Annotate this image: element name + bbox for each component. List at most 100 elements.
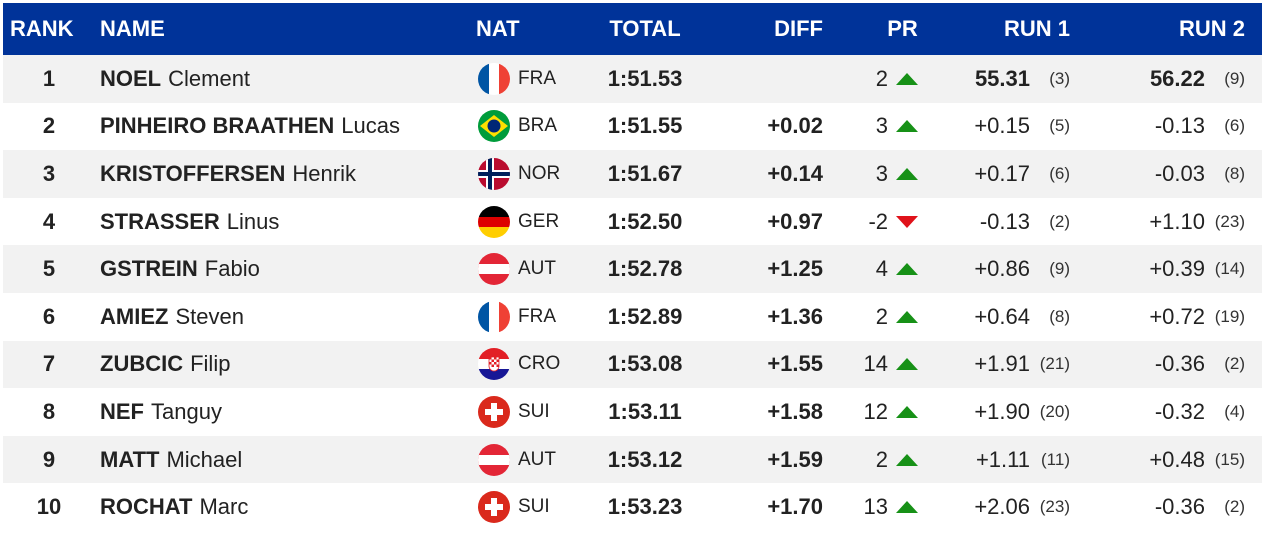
change-arrow	[896, 120, 918, 132]
surname: STRASSER	[100, 208, 220, 234]
rank-cell: 9	[42, 446, 56, 472]
position-change-cell: 12	[830, 399, 940, 425]
run1-time: +1.11	[975, 446, 1030, 472]
name-cell: GSTREIN Fabio	[95, 256, 470, 282]
time-diff: +0.02	[767, 113, 823, 139]
run1-rank: (8)	[1049, 306, 1070, 326]
result-row: 9 MATT Michael AUT 1:53.12 +1.59 2 +1.11 (11) +0.…	[3, 435, 1262, 484]
total-time: 1:53.11	[608, 398, 682, 424]
run1-cell: +0.17 (6)	[940, 161, 1080, 187]
run1-rank: (20)	[1039, 401, 1070, 421]
nation-cell: AUT	[470, 444, 575, 476]
run1-cell: +0.86 (9)	[940, 256, 1080, 282]
position-change: 2	[875, 446, 888, 472]
total-time: 1:51.55	[607, 113, 683, 139]
header-cell: TOTAL	[609, 16, 681, 41]
run2-cell: -0.13 (6)	[1080, 113, 1257, 139]
rank-cell: 6	[42, 303, 56, 329]
run1-rank: (6)	[1049, 163, 1070, 183]
firstname: Fabio	[204, 256, 260, 282]
firstname: Lucas	[341, 113, 400, 139]
change-arrow	[896, 73, 918, 85]
nation-cell: CRO	[470, 348, 575, 380]
header-row: RANK NAME NAT TOTAL DIFF PR RUN 1 RUN 2	[3, 3, 1262, 55]
position-change: 2	[875, 65, 888, 91]
firstname: Marc	[199, 494, 249, 520]
run2-cell: +0.39 (14)	[1080, 256, 1257, 282]
time-diff: +0.14	[767, 160, 823, 186]
results-table: RANK NAME NAT TOTAL DIFF PR RUN 1 RUN 2 …	[3, 3, 1262, 531]
run2-time: -0.03	[1154, 160, 1205, 186]
run1-cell: +0.15 (5)	[940, 113, 1080, 139]
run1-time: +1.91	[974, 351, 1030, 377]
nation-code: FRA	[518, 305, 556, 327]
position-change-cell: 13	[830, 494, 940, 520]
firstname: Clement	[168, 65, 251, 91]
nation-code: CRO	[518, 353, 561, 375]
surname: ROCHAT	[100, 494, 193, 520]
surname: PINHEIRO BRAATHEN	[100, 113, 335, 139]
run2-time: -0.13	[1154, 113, 1205, 139]
position-change: 13	[863, 494, 888, 520]
flag-icon	[478, 301, 510, 333]
firstname: Linus	[226, 208, 280, 234]
flag-icon	[478, 396, 510, 428]
surname: NOEL	[100, 65, 162, 91]
header-cell: NAME	[100, 16, 165, 41]
run1-rank: (9)	[1049, 259, 1070, 279]
firstname: Tanguy	[151, 398, 222, 424]
run2-cell: 56.22 (9)	[1080, 66, 1257, 92]
run1-cell: +1.91 (21)	[940, 351, 1080, 377]
change-arrow	[896, 501, 918, 513]
change-arrow	[896, 358, 918, 370]
name-cell: MATT Michael	[95, 447, 470, 473]
header-cell: RUN 1	[1003, 16, 1070, 41]
total-time: 1:53.23	[607, 494, 683, 520]
result-row: 5 GSTREIN Fabio AUT 1:52.78 +1.25 4 +0.86 (9) +0.…	[3, 245, 1262, 293]
nation-code: FRA	[518, 67, 556, 89]
run2-time: +0.39	[1149, 256, 1205, 282]
surname: MATT	[100, 446, 160, 472]
flag-icon	[478, 253, 510, 285]
nation-code: NOR	[518, 162, 561, 184]
run2-rank: (2)	[1224, 354, 1245, 374]
run2-rank: (14)	[1214, 259, 1245, 279]
run2-time: 56.22	[1149, 65, 1205, 91]
nation-cell: NOR	[470, 158, 575, 190]
run1-rank: (21)	[1039, 354, 1070, 374]
name-cell: ROCHAT Marc	[95, 494, 470, 520]
run1-time: +2.06	[974, 494, 1030, 520]
rank-cell: 10	[36, 494, 62, 520]
rank-cell: 7	[42, 351, 56, 377]
rank-cell: 5	[42, 256, 56, 282]
run2-cell: -0.03 (8)	[1080, 161, 1257, 187]
header-cell: RANK	[10, 16, 74, 41]
firstname: Filip	[190, 351, 231, 377]
run1-time: +0.17	[974, 160, 1030, 186]
position-change-cell: -2	[830, 209, 940, 235]
rank-cell: 1	[42, 65, 56, 91]
time-diff: +1.70	[767, 494, 823, 520]
header-cell: NAT	[476, 16, 520, 41]
surname: NEF	[100, 398, 144, 424]
result-row: 8 NEF Tanguy SUI 1:53.11 +1.58 12 +1.90 (20) -0.3…	[3, 388, 1262, 436]
flag-icon	[478, 63, 510, 95]
name-cell: AMIEZ Steven	[95, 304, 470, 330]
position-change-cell: 14	[830, 351, 940, 377]
run2-time: -0.36	[1154, 351, 1205, 377]
run2-time: +0.48	[1149, 446, 1205, 472]
position-change: 2	[875, 303, 888, 329]
result-row: 4 STRASSER Linus GER 1:52.50 +0.97 -2 -0.13 (2) +…	[3, 198, 1262, 246]
rank-cell: 2	[42, 113, 56, 139]
run1-rank: (5)	[1049, 116, 1070, 136]
total-time: 1:51.67	[607, 160, 683, 186]
run2-rank: (19)	[1214, 306, 1245, 326]
position-change-cell: 2	[830, 447, 940, 473]
time-diff: +1.36	[767, 303, 823, 329]
name-cell: NEF Tanguy	[95, 399, 470, 425]
run1-cell: +2.06 (23)	[940, 494, 1080, 520]
flag-icon	[478, 444, 510, 476]
total-time: 1:52.89	[607, 303, 683, 329]
surname: ZUBCIC	[100, 351, 184, 377]
run1-rank: (23)	[1039, 497, 1070, 517]
